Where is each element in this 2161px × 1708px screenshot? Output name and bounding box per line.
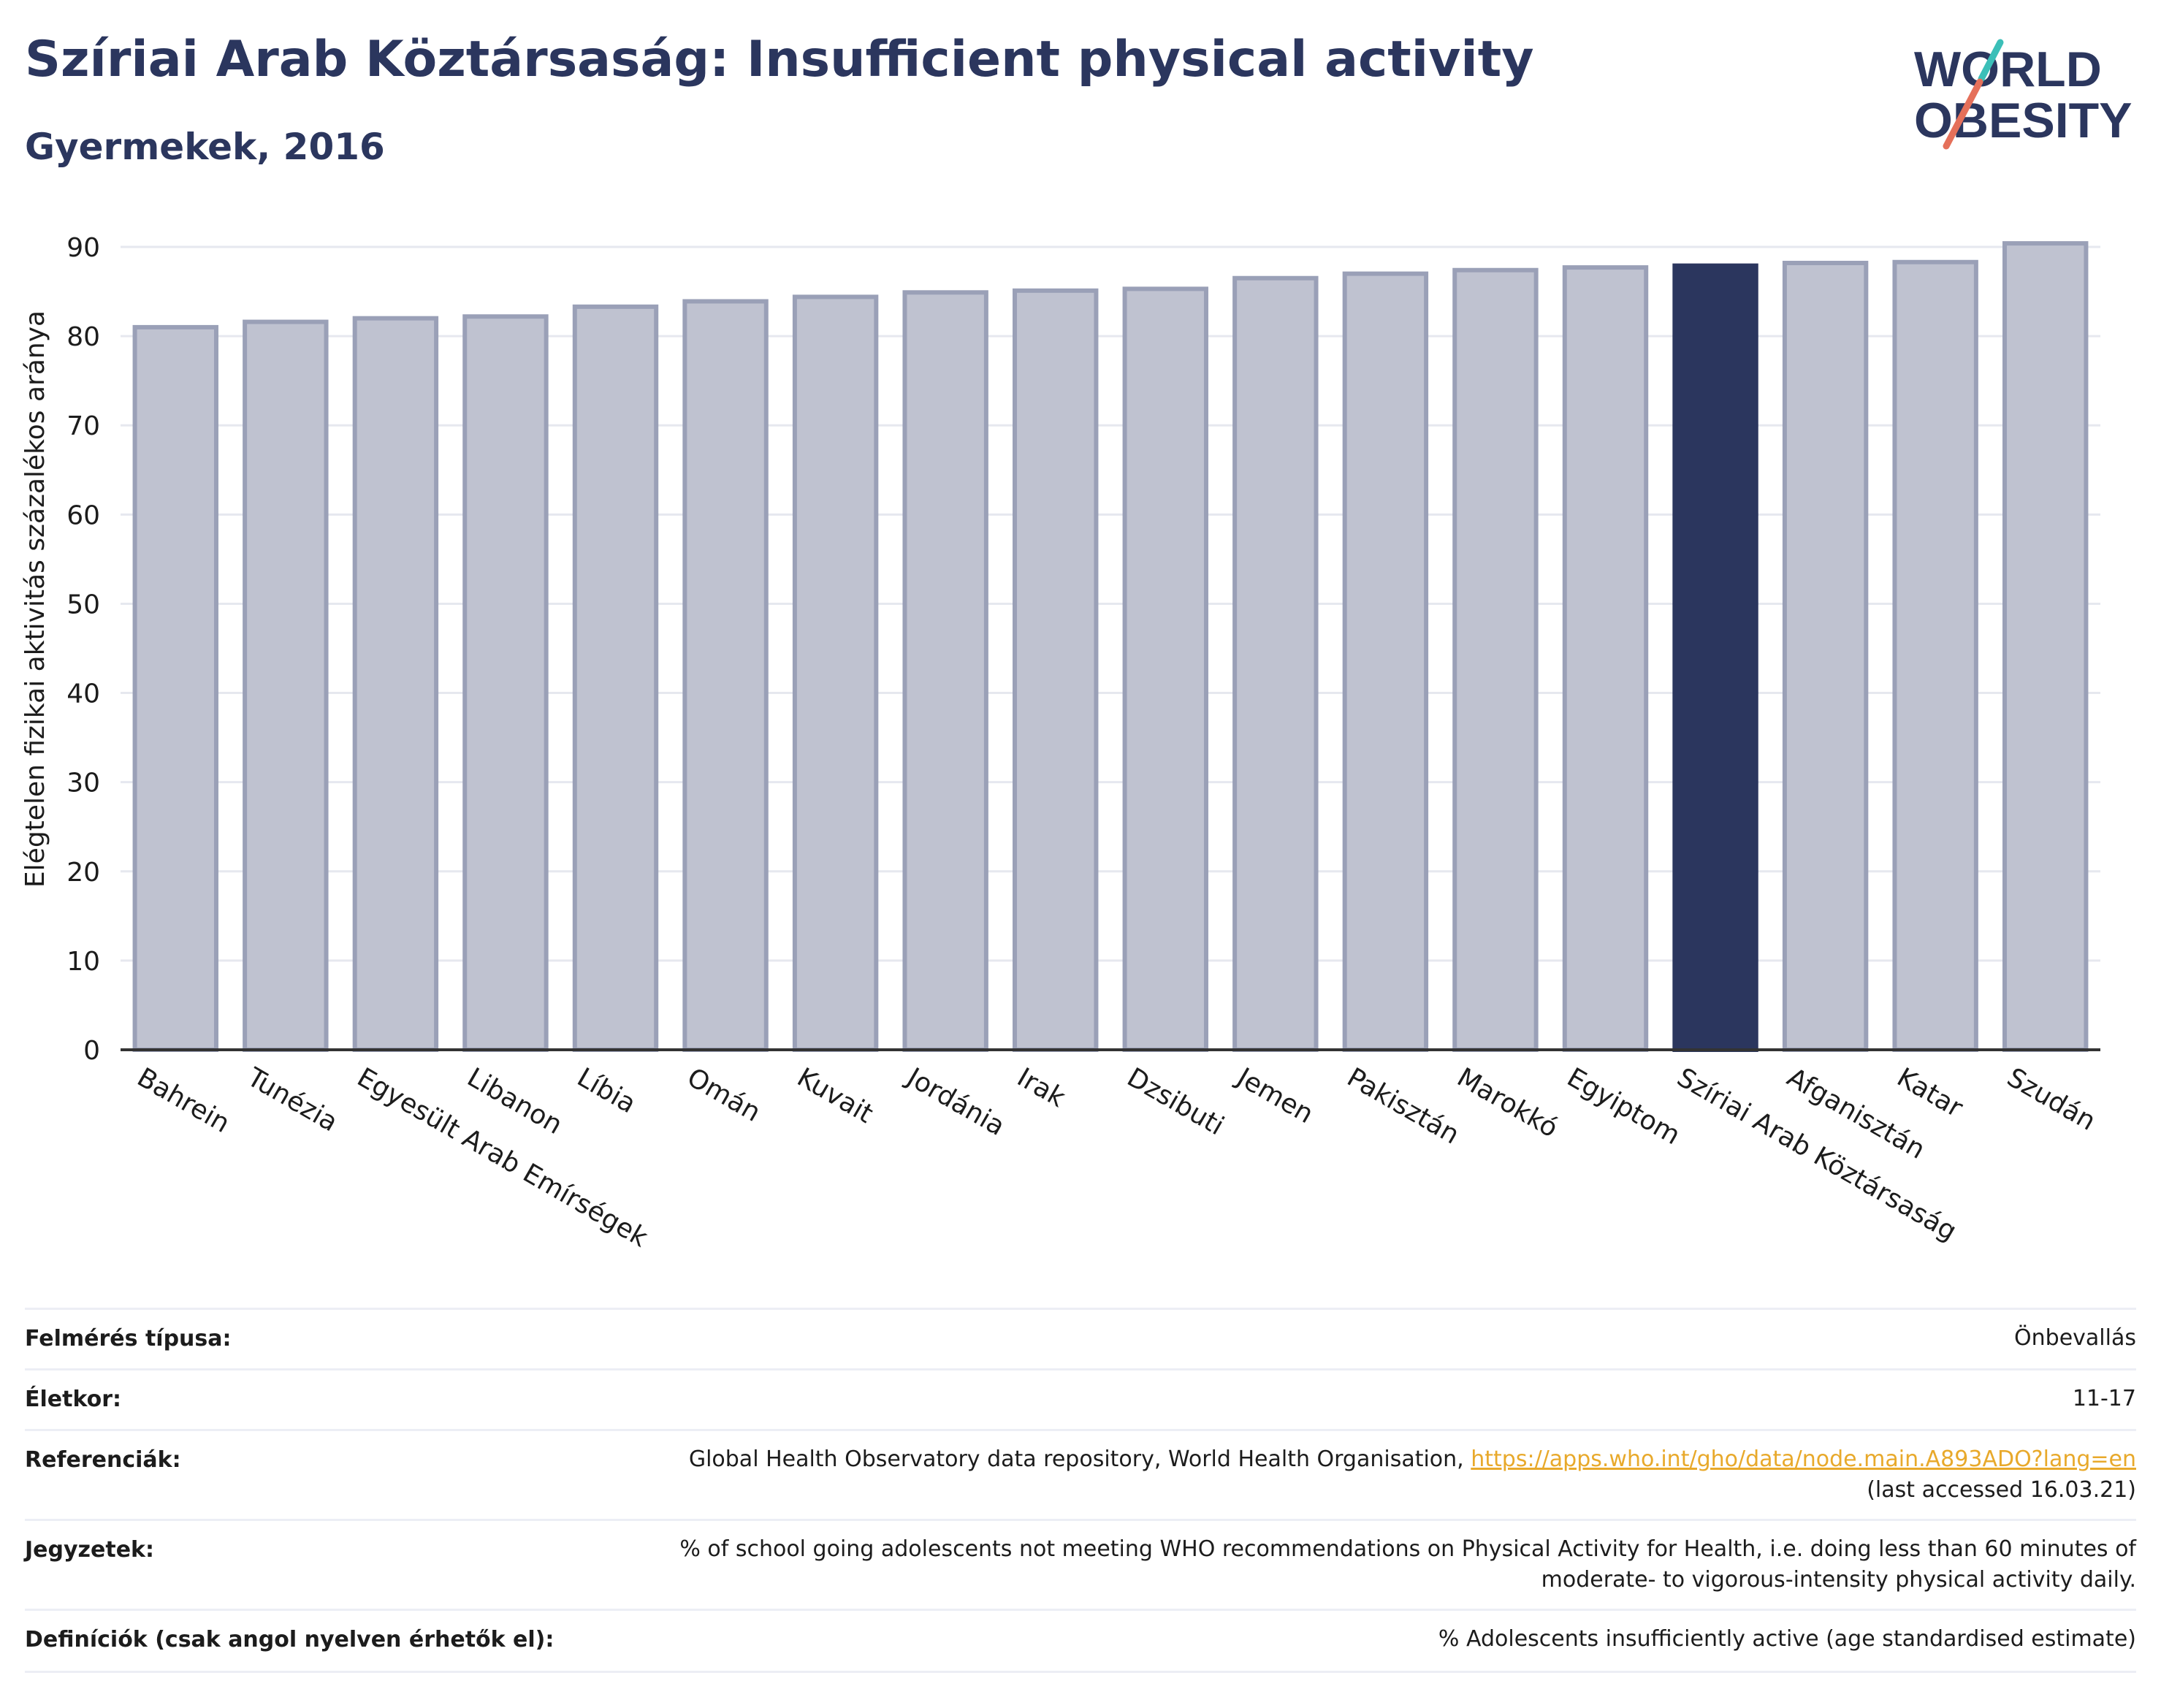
x-tick-label: Jemen <box>1231 1061 1319 1129</box>
bars <box>132 241 2089 1053</box>
y-tick-labels: 0 10 20 30 40 50 60 70 80 90 <box>66 233 100 1066</box>
bar <box>1892 259 1978 1052</box>
info-value: Global Health Observatory data repositor… <box>689 1431 2136 1519</box>
info-value: 11-17 <box>2072 1386 2136 1411</box>
world-obesity-logo: WORLD OBESITY <box>1914 39 2133 150</box>
bar <box>1562 265 1649 1052</box>
bar <box>902 290 988 1053</box>
info-row-definitions: Definíciók (csak angol nyelven érhetők e… <box>25 1609 2136 1673</box>
y-tick-label: 70 <box>66 411 100 441</box>
info-value: % Adolescents insufficiently active (age… <box>1438 1626 2136 1652</box>
y-tick-label: 50 <box>66 590 100 619</box>
logo-word-world: WORLD <box>1914 42 2102 97</box>
y-tick-label: 80 <box>66 322 100 352</box>
bar <box>2002 241 2089 1052</box>
x-tick-label: Egyiptom <box>1562 1062 1685 1151</box>
bar <box>132 324 218 1052</box>
info-value: % of school going adolescents not meetin… <box>679 1521 2136 1609</box>
reference-link[interactable]: https://apps.who.int/gho/data/node.main.… <box>1471 1446 2136 1472</box>
notes-line-2: moderate- to vigorous-intensity physical… <box>1541 1567 2136 1593</box>
y-tick-label: 40 <box>66 679 100 709</box>
y-tick-label: 20 <box>66 858 100 888</box>
bar <box>1013 288 1099 1052</box>
info-table: Felmérés típusa: Önbevallás Életkor: 11-… <box>25 1308 2136 1673</box>
y-tick-label: 10 <box>66 947 100 977</box>
info-row-references: Referenciák: Global Health Observatory d… <box>25 1429 2136 1519</box>
y-tick-label: 0 <box>83 1036 100 1066</box>
reference-accessed: (last accessed 16.03.21) <box>1867 1477 2136 1503</box>
x-tick-label: Dzsibuti <box>1122 1062 1229 1141</box>
x-tick-label: Irak <box>1012 1062 1070 1113</box>
bar <box>1342 271 1429 1053</box>
info-value: Önbevallás <box>2014 1325 2136 1351</box>
x-tick-label: Tunézia <box>241 1062 343 1138</box>
logo-slash-teal <box>1978 39 2004 83</box>
bar <box>1122 286 1208 1052</box>
y-tick-label: 30 <box>66 769 100 798</box>
bar-chart: 0 10 20 30 40 50 60 70 80 90 Bahrein Tunézia Egyesü… <box>20 233 2101 1254</box>
info-row-notes: Jegyzetek: % of school going adolescents… <box>25 1519 2136 1609</box>
bar <box>682 299 769 1052</box>
bar <box>1672 263 1758 1053</box>
info-label: Referenciák: <box>25 1447 181 1473</box>
bar <box>462 314 549 1053</box>
x-tick-label: Líbia <box>572 1062 641 1119</box>
logo-slash-coral <box>1943 78 1983 150</box>
x-tick-label: Omán <box>682 1062 766 1128</box>
x-tick-labels: Bahrein Tunézia Egyesült Arab EmírségekLib… <box>132 1061 2101 1253</box>
notes-line-1: % of school going adolescents not meetin… <box>679 1536 2136 1562</box>
info-label: Jegyzetek: <box>25 1537 154 1563</box>
x-tick-label: Katar <box>1892 1062 1968 1124</box>
reference-text: Global Health Observatory data repositor… <box>688 1446 1464 1472</box>
x-tick-label: Jordánia <box>901 1061 1010 1142</box>
x-tick-label: Marokkó <box>1452 1062 1563 1143</box>
x-tick-label: Szudán <box>2002 1062 2100 1137</box>
x-tick-label: Bahrein <box>132 1062 235 1139</box>
info-label: Definíciók (csak angol nyelven érhetők e… <box>25 1627 554 1652</box>
x-tick-label: Pakisztán <box>1342 1062 1464 1150</box>
info-row-age: Életkor: 11-17 <box>25 1368 2136 1429</box>
y-tick-label: 60 <box>66 500 100 530</box>
x-tick-label: Kuvait <box>792 1062 878 1129</box>
bar <box>243 319 329 1053</box>
chart-subtitle: Gyermekek, 2016 <box>25 126 385 168</box>
bar <box>1452 267 1539 1052</box>
bar <box>1782 260 1869 1053</box>
info-label: Életkor: <box>25 1387 122 1412</box>
info-row-survey-type: Felmérés típusa: Önbevallás <box>25 1308 2136 1368</box>
bar <box>1232 275 1319 1052</box>
bar <box>572 304 659 1052</box>
chart-title: Szíriai Arab Köztársaság: Insufficient p… <box>25 31 1534 88</box>
y-tick-label: 90 <box>66 233 100 263</box>
bar <box>352 316 439 1052</box>
y-axis-label: Elégtelen fizikai aktivitás százalékos a… <box>20 310 50 888</box>
info-label: Felmérés típusa: <box>25 1326 232 1351</box>
bar <box>792 294 879 1053</box>
